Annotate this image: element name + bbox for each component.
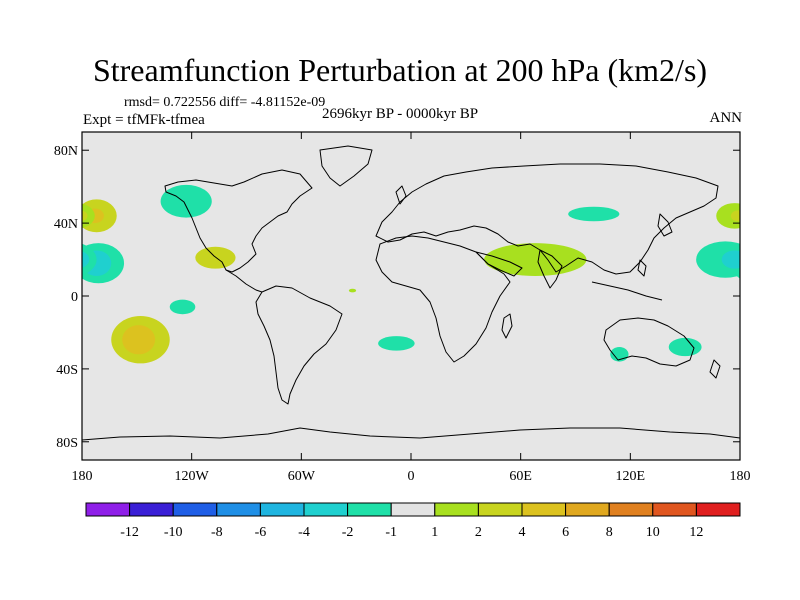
colorbar-swatch: [85, 502, 131, 517]
colorbar-swatch: [259, 502, 305, 517]
colorbar-swatch: [652, 502, 697, 517]
colorbar-label: -10: [164, 525, 183, 540]
coast-indonesia: [591, 281, 663, 301]
anomaly-alaska-negative: [160, 184, 212, 218]
anomaly-west-pacific-negative-core: [82, 251, 90, 268]
anomaly-central-asia-negative: [568, 206, 620, 222]
colorbar-label: -12: [120, 525, 139, 540]
anomaly-west-pacific-north-positive: [82, 203, 95, 228]
season-label: ANN: [709, 110, 743, 126]
anomaly-west-pacific-north-positive-core: [82, 210, 88, 222]
colorbar-swatch: [172, 502, 218, 517]
lon-tick-label: 120W: [175, 469, 210, 484]
colorbar-label: -1: [385, 525, 397, 540]
colorbar-label: 8: [606, 525, 613, 540]
lon-tick-label: 0: [408, 469, 415, 484]
coast-philippines: [637, 259, 647, 277]
colorbar-label: -6: [255, 525, 267, 540]
coast-india: [537, 249, 563, 289]
coast-british-isles: [395, 185, 407, 205]
axis-ticks: 80N 40N 0 40S 80S 180 120W 60W 0 60E 120E 180: [54, 132, 751, 484]
coast-arabia: [475, 251, 523, 277]
colorbar-swatch: [565, 502, 610, 517]
period-label: 2696kyr BP - 0000kyr BP: [322, 106, 479, 122]
colorbar-swatch: [695, 502, 741, 517]
anomaly-west-pacific-north-positive: [716, 203, 740, 229]
colorbar-swatch: [608, 502, 654, 517]
colorbar-label: 10: [646, 525, 660, 540]
colorbar-label: 12: [689, 525, 703, 540]
stats-label: rmsd= 0.722556 diff= -4.81152e-09: [124, 95, 326, 110]
plot-title: Streamfunction Perturbation at 200 hPa (…: [92, 52, 708, 88]
colorbar-swatch: [347, 502, 392, 517]
anomaly-australia-east-negative: [668, 337, 702, 357]
anomaly-layer: [82, 184, 769, 364]
coast-antarctica: [82, 427, 740, 441]
coast-new-zealand: [709, 359, 721, 379]
colorbar-label: 2: [475, 525, 482, 540]
anomaly-tropical-pacific-south-negative: [169, 299, 196, 315]
colorbar-swatch: [129, 502, 174, 517]
anomaly-subtropical-pacific-east-negative-core: [740, 250, 769, 276]
colorbar-label: -8: [211, 525, 223, 540]
lat-tick-label: 0: [71, 290, 78, 305]
lon-tick-label: 180: [730, 469, 751, 484]
colorbar-swatch: [477, 502, 523, 517]
colorbar-label: 4: [519, 525, 526, 540]
anomaly-south-atlantic-negative: [378, 336, 415, 351]
colorbar-label: 1: [431, 525, 438, 540]
colorbar-swatch: [303, 502, 349, 517]
coast-greenland: [319, 145, 373, 187]
coast-madagascar: [501, 313, 513, 339]
colorbar-label: 6: [562, 525, 569, 540]
lat-tick-label: 40S: [56, 363, 78, 378]
coast-japan: [657, 213, 673, 237]
anomaly-equatorial-atlantic-positive: [348, 288, 357, 293]
coast-south-america: [255, 285, 343, 405]
lat-tick-label: 80N: [54, 144, 78, 159]
coastline-layer: [82, 145, 740, 441]
colorbar-swatch: [390, 502, 436, 517]
lon-tick-label: 180: [72, 469, 93, 484]
experiment-label: Expt = tfMFk-tfmea: [83, 112, 205, 128]
anomaly-south-pacific-positive-core: [122, 325, 156, 355]
lat-tick-label: 80S: [56, 436, 78, 451]
lon-tick-label: 60W: [288, 469, 316, 484]
coast-australia: [603, 317, 695, 367]
coast-north-america: [164, 169, 313, 273]
lon-tick-label: 120E: [616, 469, 646, 484]
colorbar-swatch: [434, 502, 479, 517]
anomaly-west-pacific-negative: [696, 241, 740, 278]
colorbar-swatch: [216, 502, 261, 517]
anomaly-north-pacific-east-positive-core: [744, 209, 762, 224]
colorbar: -12 -10 -8 -6 -4 -2 -1 1 2 4 6 8 10 12: [85, 502, 741, 540]
colorbar-label: -2: [342, 525, 354, 540]
colorbar-label: -4: [298, 525, 310, 540]
anomaly-west-pacific-north-positive-core: [730, 210, 740, 222]
colorbar-swatch: [521, 502, 567, 517]
anomaly-mexico-positive: [195, 246, 236, 269]
lat-tick-label: 40N: [54, 217, 78, 232]
lon-tick-label: 60E: [509, 469, 532, 484]
coast-central-america: [225, 269, 263, 293]
anomaly-west-pacific-negative-core: [721, 250, 740, 269]
coast-africa: [375, 235, 511, 363]
